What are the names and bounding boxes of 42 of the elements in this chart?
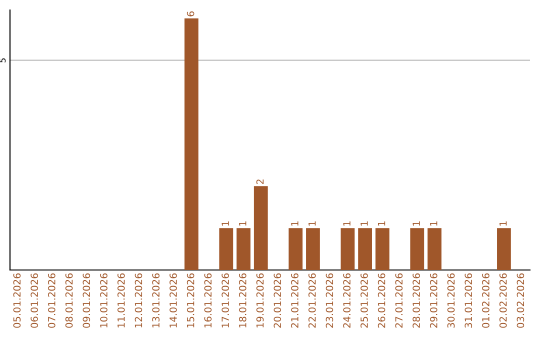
data-label: 1 [412, 221, 420, 226]
x-tick-label: 17.01.2026 [222, 273, 229, 328]
x-tick-label: 29.01.2026 [430, 273, 438, 328]
data-label: 1 [500, 221, 507, 226]
x-tick-label: 11.01.2026 [117, 273, 125, 328]
data-label: 1 [378, 221, 386, 226]
x-tick-label: 13.01.2026 [152, 273, 160, 328]
x-tick-label: 21.01.2026 [291, 273, 298, 328]
data-label: 1 [430, 221, 438, 226]
data-label: 1 [291, 221, 298, 226]
data-label: 1 [360, 221, 368, 226]
x-tick-label: 02.02.2026 [499, 273, 507, 328]
x-tick-label: 22.01.2026 [308, 273, 316, 328]
x-tick-label: 23.01.2026 [326, 273, 334, 328]
x-tick-label: 25.01.2026 [360, 273, 368, 328]
x-tick-label: 28.01.2026 [412, 273, 420, 328]
x-tick-label: 27.01.2026 [395, 273, 403, 328]
data-label: 1 [222, 221, 229, 226]
x-tick-label: 09.01.2026 [82, 273, 90, 328]
x-tick-label: 05.01.2026 [13, 273, 21, 328]
x-tick-label: 31.01.2026 [464, 273, 472, 328]
x-tick-label: 12.01.2026 [134, 273, 142, 328]
x-tick-label: 08.01.2026 [65, 273, 73, 328]
data-label: 2 [256, 180, 264, 184]
x-tick-label: 18.01.2026 [238, 273, 246, 328]
x-tick-label: 15.01.2026 [186, 273, 194, 328]
data-label: 1 [308, 221, 316, 226]
x-tick-label: 19.01.2026 [256, 273, 264, 328]
x-tick-label: 24.01.2026 [343, 273, 351, 328]
data-label: 1 [343, 221, 350, 226]
x-tick-label: 20.01.2026 [274, 273, 282, 328]
x-tick-label: 06.01.2026 [30, 273, 38, 328]
x-tick-label: 26.01.2026 [378, 273, 386, 328]
x-tick-label: 16.01.2026 [204, 273, 212, 328]
data-label: 1 [239, 221, 246, 226]
x-tick-label: 10.01.2026 [100, 273, 108, 328]
x-tick-label: 14.01.2026 [170, 273, 177, 328]
x-tick-label: 07.01.2026 [48, 273, 56, 328]
x-tick-label: 30.01.2026 [447, 273, 455, 328]
data-label: 6 [186, 11, 194, 16]
x-tick-label: 03.02.2026 [516, 273, 524, 328]
x-tick-label: 01.02.2026 [482, 273, 490, 328]
